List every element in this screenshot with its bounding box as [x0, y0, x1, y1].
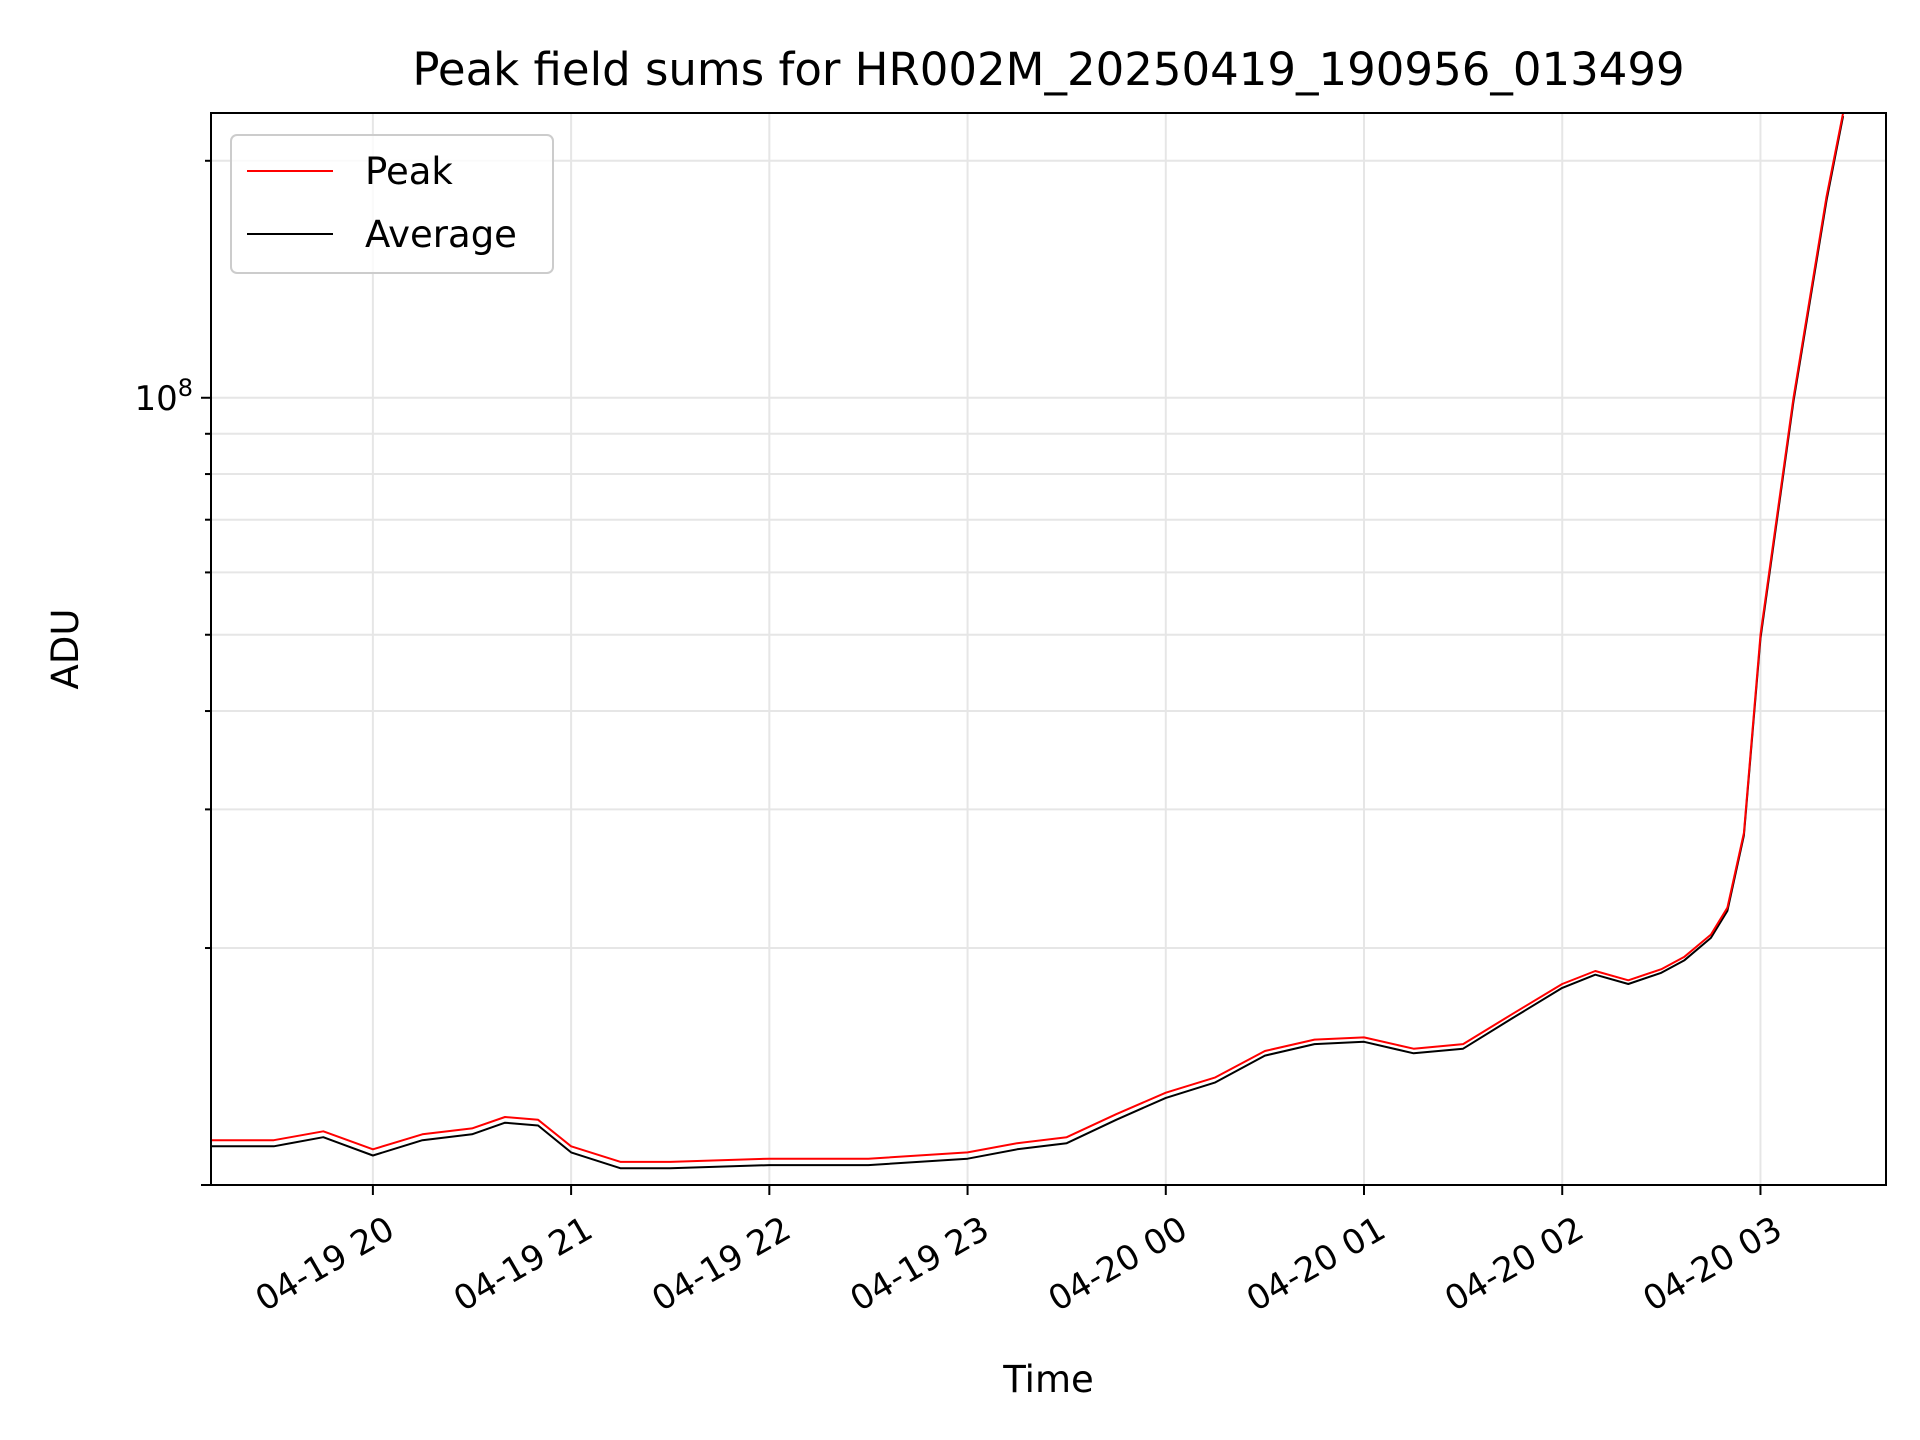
y-axis-label: ADU	[44, 609, 87, 690]
series-line-peak	[211, 112, 1845, 1163]
legend-peak-label: Peak	[365, 150, 453, 193]
series-line-average	[211, 115, 1845, 1170]
plot-lines	[211, 112, 1845, 1170]
legend: Peak Average	[230, 134, 554, 274]
legend-average-label: Average	[365, 213, 517, 256]
plot-frame	[210, 112, 1887, 1186]
y-tick-label: 108	[134, 374, 193, 419]
x-axis-label: Time	[1002, 1358, 1094, 1401]
chart-title: Peak field sums for HR002M_20250419_1909…	[412, 43, 1684, 96]
legend-box	[230, 134, 554, 274]
